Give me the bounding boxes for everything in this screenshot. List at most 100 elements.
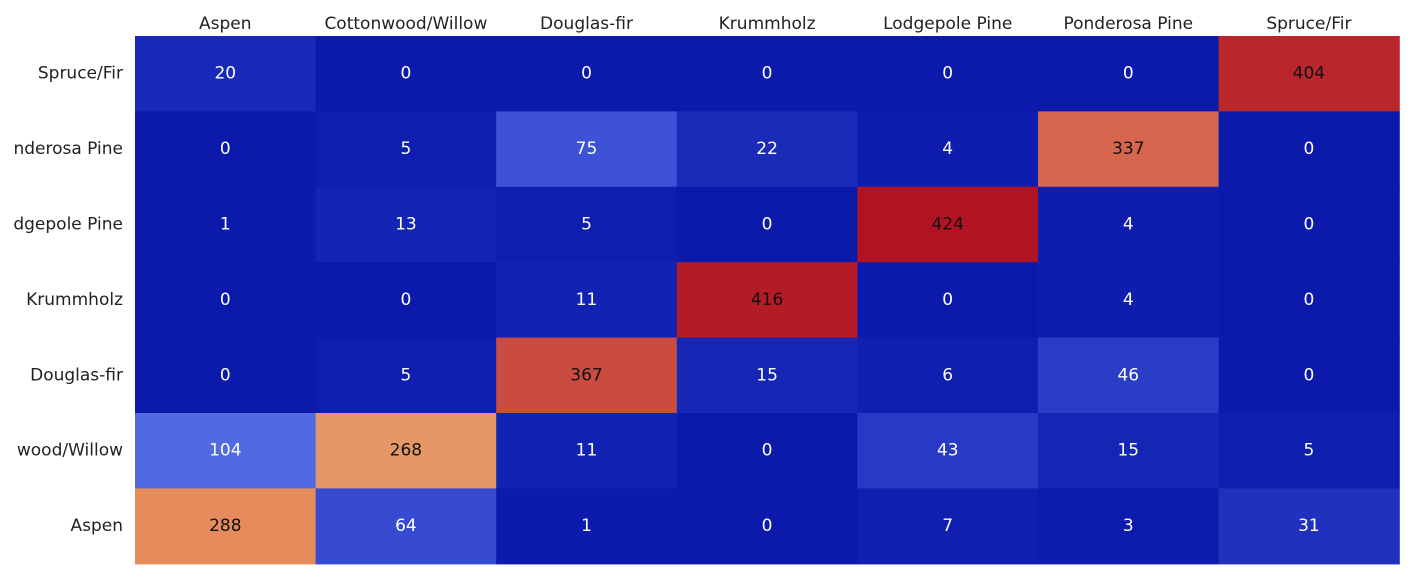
cell-value-label: 337 [1112,139,1144,159]
heatmap-cell [857,262,1039,339]
heatmap-cell [857,111,1039,188]
heatmap-cell [1218,488,1400,565]
x-tick-label: Douglas-fir [540,14,633,34]
cell-value-label: 64 [395,516,417,536]
heatmap-cell [135,111,317,188]
heatmap-cell [676,36,858,112]
cell-value-label: 13 [395,215,417,235]
cell-value-label: 11 [576,290,598,310]
cell-value-label: 5 [400,139,411,159]
cell-value-label: 15 [756,365,778,385]
y-axis-tick-labels: Spruce/Fir nderosa Pine dgepole Pine Krummh… [13,64,123,536]
heatmap-cell [315,111,497,188]
cell-value-label: 7 [942,516,953,536]
cell-value-label: 0 [762,516,773,536]
heatmap-cell [135,262,317,339]
y-tick-label: Aspen [70,516,123,536]
cell-value-label: 288 [209,516,241,536]
x-tick-label: Ponderosa Pine [1063,14,1193,34]
heatmap-cell [135,36,317,112]
cell-value-label: 416 [751,290,783,310]
cell-value-label: 75 [576,139,598,159]
cell-value-label: 0 [1123,64,1134,84]
cell-value-label: 104 [209,441,241,461]
heatmap-cell [315,488,497,565]
y-tick-label: nderosa Pine [13,139,123,159]
cell-value-label: 22 [756,139,778,159]
cell-value-label: 5 [581,215,592,235]
cell-value-label: 0 [1303,365,1314,385]
heatmap-cell [496,111,678,188]
y-tick-label: dgepole Pine [13,215,123,235]
cell-value-label: 0 [762,441,773,461]
y-tick-label: Spruce/Fir [38,64,123,84]
heatmap-cell [315,413,497,489]
heatmap-cell [676,111,858,188]
cell-value-label: 6 [942,365,953,385]
cell-value-label: 0 [581,64,592,84]
cell-value-label: 0 [220,139,231,159]
cell-value-label: 424 [931,215,963,235]
heatmap-cell [676,262,858,339]
cell-value-label: 46 [1117,365,1139,385]
heatmap-cell [1218,262,1400,339]
x-axis-tick-labels: Aspen Cottonwood/Willow Douglas-fir Krummho… [199,14,1351,34]
cell-value-label: 0 [762,64,773,84]
heatmap-cell [1038,262,1220,339]
heatmap-cell [1038,488,1220,565]
heatmap-cell [676,186,858,263]
cell-value-label: 15 [1117,441,1139,461]
heatmap-cell [676,413,858,489]
cell-value-label: 43 [937,441,959,461]
heatmap-cell [1218,186,1400,263]
cell-value-label: 0 [220,365,231,385]
heatmap-cell [857,413,1039,489]
cell-value-label: 367 [570,365,602,385]
cell-value-label: 1 [220,215,231,235]
cell-value-label: 4 [1123,215,1134,235]
heatmap-cells [135,36,1400,565]
y-tick-label: wood/Willow [17,441,123,461]
heatmap-cell [496,186,678,263]
cell-value-label: 0 [220,290,231,310]
heatmap-cell [1038,337,1220,414]
cell-value-label: 404 [1293,64,1325,84]
cell-value-label: 268 [390,441,422,461]
heatmap-cell [135,337,317,414]
heatmap-cell [857,186,1039,263]
cell-value-label: 4 [1123,290,1134,310]
heatmap-cell [857,36,1039,112]
cell-value-label: 4 [942,139,953,159]
x-tick-label: Aspen [199,14,252,34]
heatmap-cell [496,36,678,112]
cell-value-label: 0 [1303,290,1314,310]
heatmap-cell [496,262,678,339]
cell-value-label: 0 [942,64,953,84]
heatmap-cell [1038,186,1220,263]
x-tick-label: Cottonwood/Willow [324,14,487,34]
heatmap-cell [315,36,497,112]
cell-value-label: 0 [400,64,411,84]
heatmap-cell [1218,36,1400,112]
x-tick-label: Lodgepole Pine [883,14,1012,34]
heatmap-cell [857,488,1039,565]
cell-value-label: 0 [942,290,953,310]
cell-value-label: 5 [1303,441,1314,461]
y-tick-label: Krummholz [26,290,123,310]
x-tick-label: Spruce/Fir [1266,14,1351,34]
cell-value-label: 0 [1303,215,1314,235]
x-tick-label: Krummholz [719,14,816,34]
y-tick-label: Douglas-fir [30,365,123,385]
heatmap-cell [1218,111,1400,188]
cell-value-label: 1 [581,516,592,536]
cell-value-label: 31 [1298,516,1320,536]
cell-value-label: 20 [214,64,236,84]
heatmap-cell [135,488,317,565]
heatmap-cell [496,337,678,414]
heatmap-cell [315,337,497,414]
heatmap-cell [315,262,497,339]
cell-value-label: 5 [400,365,411,385]
